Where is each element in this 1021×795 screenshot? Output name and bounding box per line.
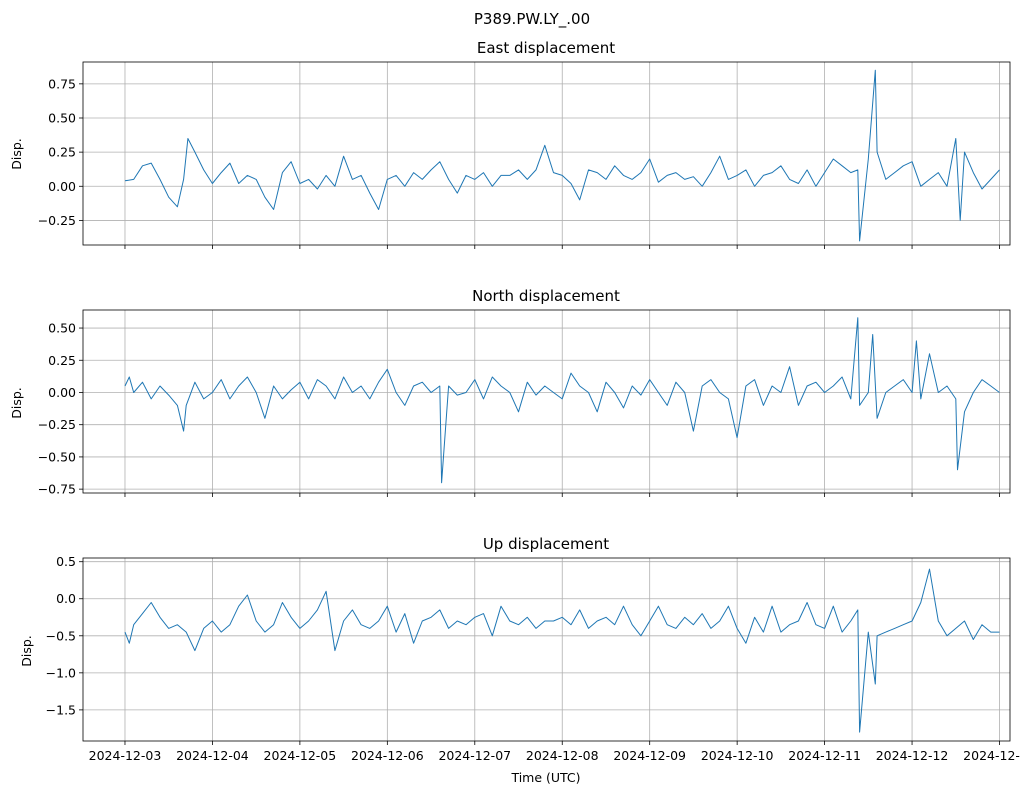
- north-ylabel: Disp.: [9, 387, 24, 419]
- up-displacement-panel: Up displacement Disp. 2024-12-03 2024-12-…: [19, 535, 1021, 763]
- north-panel-title: North displacement: [472, 287, 620, 305]
- north-y-tick-label: −0.25: [38, 417, 76, 432]
- east-panel-title: East displacement: [477, 39, 615, 57]
- x-tick-label: 2024-12-13: [963, 748, 1021, 763]
- x-tick-label: 2024-12-07: [438, 748, 511, 763]
- east-y-tick-label: 0.00: [48, 179, 76, 194]
- north-y-tick-label: 0.25: [48, 353, 76, 368]
- north-axes-frame: [82, 309, 1011, 494]
- up-y-tick-label: −0.5: [46, 628, 76, 643]
- north-y-tick-label: −0.50: [38, 449, 76, 464]
- east-displacement-panel: East displacement Disp. 0.75 0.50 0.25 0.00…: [9, 39, 1011, 249]
- x-tick-label: 2024-12-03: [89, 748, 162, 763]
- east-series-line: [124, 69, 1000, 242]
- up-series-line: [124, 568, 1000, 733]
- up-axes-frame: [82, 557, 1011, 742]
- north-series-line: [124, 317, 1000, 484]
- x-tick-label: 2024-12-05: [264, 748, 337, 763]
- east-y-tick-label: 0.50: [48, 110, 76, 125]
- up-ylabel: Disp.: [19, 635, 34, 667]
- up-y-tick-label: 0.5: [56, 554, 76, 569]
- x-tick-label: 2024-12-10: [701, 748, 774, 763]
- east-axes-frame: [82, 61, 1011, 246]
- north-y-tick-label: 0.50: [48, 321, 76, 336]
- east-y-tick-label: 0.75: [48, 76, 76, 91]
- up-panel-title: Up displacement: [483, 535, 609, 553]
- north-y-tick-label: 0.00: [48, 385, 76, 400]
- x-axis-label: Time (UTC): [510, 770, 580, 785]
- x-tick-label: 2024-12-09: [613, 748, 686, 763]
- figure-suptitle: P389.PW.LY_.00: [474, 10, 590, 29]
- x-tick-label: 2024-12-06: [351, 748, 424, 763]
- x-tick-label: 2024-12-11: [788, 748, 861, 763]
- x-tick-label: 2024-12-04: [176, 748, 249, 763]
- east-ylabel: Disp.: [9, 138, 24, 170]
- east-y-tick-label: 0.25: [48, 145, 76, 160]
- up-y-tick-label: −1.0: [46, 665, 76, 680]
- x-tick-label: 2024-12-08: [526, 748, 599, 763]
- up-y-tick-label: −1.5: [46, 702, 76, 717]
- north-displacement-panel: North displacement Disp. 0.50 0.25 0.00 −0.…: [9, 287, 1011, 497]
- east-y-tick-label: −0.25: [38, 213, 76, 228]
- x-tick-label: 2024-12-12: [876, 748, 949, 763]
- up-y-tick-label: 0.0: [56, 591, 76, 606]
- north-y-tick-label: −0.75: [38, 482, 76, 497]
